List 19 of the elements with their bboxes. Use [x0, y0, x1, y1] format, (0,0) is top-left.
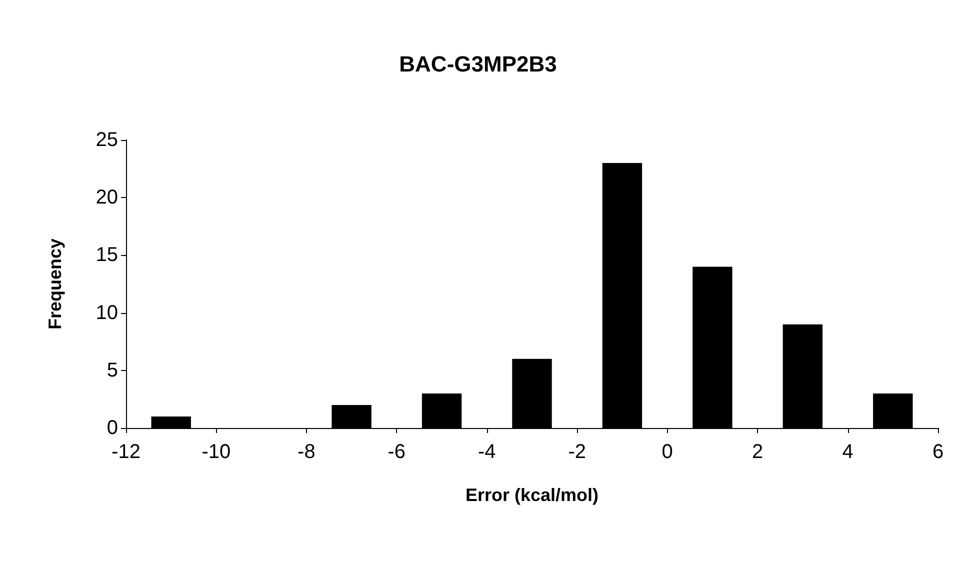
chart-title: BAC-G3MP2B3	[399, 52, 557, 76]
x-tick-label: 2	[752, 441, 764, 463]
x-axis-title: Error (kcal/mol)	[465, 485, 599, 505]
x-tick-label: -10	[202, 441, 231, 463]
x-tick-label: -6	[388, 441, 406, 463]
x-tick-label: -2	[568, 441, 586, 463]
y-tick-label: 10	[96, 302, 118, 324]
x-tick-label: -12	[112, 441, 140, 463]
y-tick-label: 0	[106, 417, 118, 439]
y-tick-label: 20	[96, 186, 118, 209]
y-tick-label: 25	[96, 129, 118, 151]
y-tick-label: 5	[106, 359, 118, 382]
x-tick-label: 0	[662, 441, 673, 463]
x-tick-label: 4	[842, 441, 854, 463]
x-tick-label: 6	[932, 441, 944, 463]
x-tick-label: -8	[298, 441, 316, 463]
y-tick-label: 15	[96, 244, 118, 266]
y-axis-title: Frequency	[45, 238, 65, 330]
x-tick-label: -4	[478, 441, 496, 463]
